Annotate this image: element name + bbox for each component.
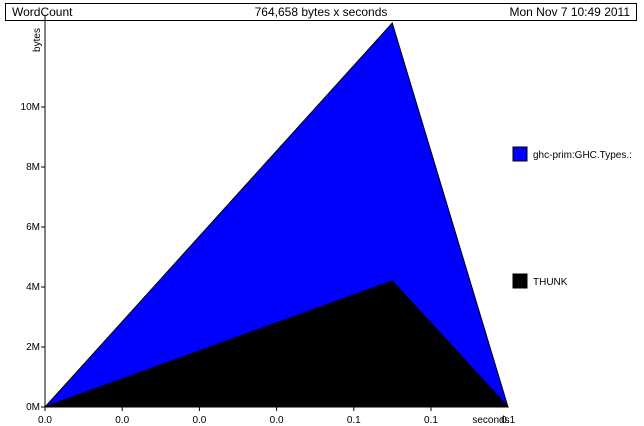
legend-swatch-thunk [512, 273, 528, 289]
legend-label-thunk: THUNK [533, 277, 568, 288]
y-tick-label: 2M [26, 342, 40, 353]
y-axis-label: bytes [32, 28, 43, 52]
header-bar: WordCount 764,658 bytes x seconds Mon No… [5, 3, 637, 21]
x-tick-label: 0.0 [38, 415, 52, 426]
legend-label-ghc-prim-ghc-types: ghc-prim:GHC.Types.: [533, 150, 632, 161]
x-tick-label: 0.1 [501, 415, 515, 426]
y-tick-label: 4M [26, 282, 40, 293]
run-timestamp: Mon Nov 7 10:49 2011 [509, 5, 630, 19]
x-axis-label: seconds [472, 415, 509, 426]
legend-swatch-ghc-prim-ghc-types [512, 146, 528, 162]
y-tick-label: 10M [21, 102, 40, 113]
total-bytes-seconds: 764,658 bytes x seconds [254, 5, 388, 19]
chart-areas [44, 22, 510, 408]
program-name: WordCount [12, 5, 73, 19]
y-tick-label: 0M [26, 402, 40, 413]
x-tick-label: 0.0 [115, 415, 129, 426]
y-tick-label: 8M [26, 162, 40, 173]
y-tick-label: 6M [26, 222, 40, 233]
x-tick-label: 0.0 [192, 415, 206, 426]
chart-legend: ghc-prim:GHC.Types.: THUNK [512, 146, 632, 289]
x-tick-label: 0.0 [270, 415, 284, 426]
x-tick-label: 0.1 [347, 415, 361, 426]
x-tick-label: 0.1 [424, 415, 438, 426]
